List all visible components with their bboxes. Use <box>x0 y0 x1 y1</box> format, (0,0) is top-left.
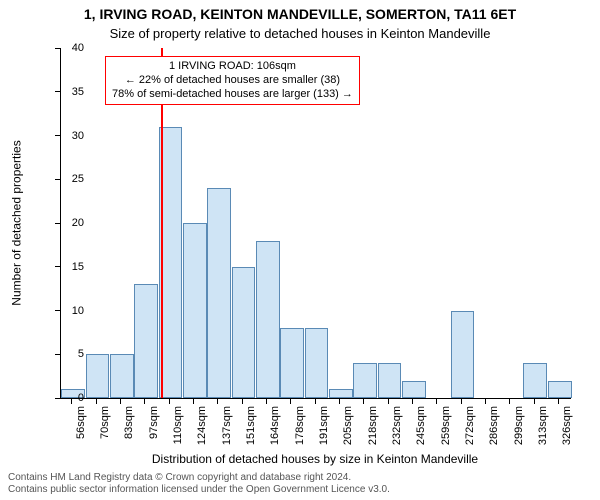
annotation-line1: 1 IRVING ROAD: 106sqm <box>112 60 353 74</box>
histogram-bar <box>378 363 402 398</box>
attribution-line1: Contains HM Land Registry data © Crown c… <box>8 472 390 484</box>
histogram-bar <box>523 363 547 398</box>
histogram-bar <box>280 328 304 398</box>
y-tick-label: 40 <box>54 42 84 54</box>
x-tick <box>388 398 389 404</box>
y-tick-label: 35 <box>54 86 84 98</box>
x-tick-label: 124sqm <box>196 406 208 445</box>
x-tick <box>558 398 559 404</box>
x-tick-label: 299sqm <box>513 406 525 445</box>
y-tick-label: 30 <box>54 130 84 142</box>
x-tick <box>412 398 413 404</box>
histogram-bar <box>402 381 426 399</box>
x-tick <box>363 398 364 404</box>
x-axis-label: Distribution of detached houses by size … <box>60 452 570 466</box>
x-tick <box>339 398 340 404</box>
annotation-line2: ← 22% of detached houses are smaller (38… <box>112 74 353 88</box>
title-subtitle: Size of property relative to detached ho… <box>0 26 600 41</box>
y-axis-label: Number of detached properties <box>8 48 26 398</box>
y-tick-label: 0 <box>54 392 84 404</box>
y-tick-label: 15 <box>54 261 84 273</box>
x-tick-label: 326sqm <box>561 406 573 445</box>
x-tick <box>461 398 462 404</box>
histogram-bar <box>86 354 110 398</box>
x-tick <box>193 398 194 404</box>
histogram-bar <box>110 354 134 398</box>
x-tick-label: 272sqm <box>464 406 476 445</box>
x-tick-label: 137sqm <box>221 406 233 445</box>
x-tick-label: 56sqm <box>75 406 87 439</box>
x-tick-label: 83sqm <box>123 406 135 439</box>
x-tick-label: 151sqm <box>245 406 257 445</box>
annotation-line3: 78% of semi-detached houses are larger (… <box>112 88 353 102</box>
attribution-line2: Contains public sector information licen… <box>8 484 390 496</box>
histogram-bar <box>256 241 280 399</box>
title-address: 1, IRVING ROAD, KEINTON MANDEVILLE, SOME… <box>0 6 600 22</box>
y-axis-label-text: Number of detached properties <box>10 140 24 305</box>
x-tick-label: 164sqm <box>269 406 281 445</box>
x-tick-label: 110sqm <box>172 406 184 444</box>
histogram-bar <box>232 267 256 398</box>
x-tick-label: 232sqm <box>391 406 403 445</box>
x-tick <box>120 398 121 404</box>
x-tick-label: 205sqm <box>342 406 354 445</box>
histogram-bar <box>305 328 329 398</box>
histogram-bar <box>134 284 158 398</box>
y-tick-label: 5 <box>54 348 84 360</box>
x-tick <box>217 398 218 404</box>
x-tick-label: 178sqm <box>294 406 306 445</box>
x-tick-label: 286sqm <box>488 406 500 445</box>
y-tick-label: 20 <box>54 217 84 229</box>
x-tick <box>509 398 510 404</box>
x-tick <box>485 398 486 404</box>
x-tick-label: 245sqm <box>415 406 427 445</box>
y-tick-label: 25 <box>54 173 84 185</box>
histogram-bar <box>183 223 207 398</box>
x-tick <box>315 398 316 404</box>
x-tick-label: 313sqm <box>537 406 549 445</box>
x-tick-label: 218sqm <box>367 406 379 445</box>
x-tick <box>96 398 97 404</box>
x-tick-label: 191sqm <box>318 406 330 445</box>
attribution: Contains HM Land Registry data © Crown c… <box>8 472 390 496</box>
histogram-bar <box>451 311 475 399</box>
histogram-bar <box>353 363 377 398</box>
histogram-bar <box>329 389 353 398</box>
x-tick-label: 97sqm <box>148 406 160 439</box>
x-tick-label: 70sqm <box>99 406 111 439</box>
x-tick <box>144 398 145 404</box>
histogram-bar <box>207 188 231 398</box>
x-tick-label: 259sqm <box>440 406 452 445</box>
x-tick <box>266 398 267 404</box>
x-tick <box>242 398 243 404</box>
x-tick <box>290 398 291 404</box>
histogram-bar <box>548 381 572 399</box>
x-tick <box>436 398 437 404</box>
annotation-box: 1 IRVING ROAD: 106sqm ← 22% of detached … <box>105 56 360 105</box>
figure: 1, IRVING ROAD, KEINTON MANDEVILLE, SOME… <box>0 0 600 500</box>
y-tick-label: 10 <box>54 305 84 317</box>
x-tick <box>169 398 170 404</box>
x-tick <box>534 398 535 404</box>
